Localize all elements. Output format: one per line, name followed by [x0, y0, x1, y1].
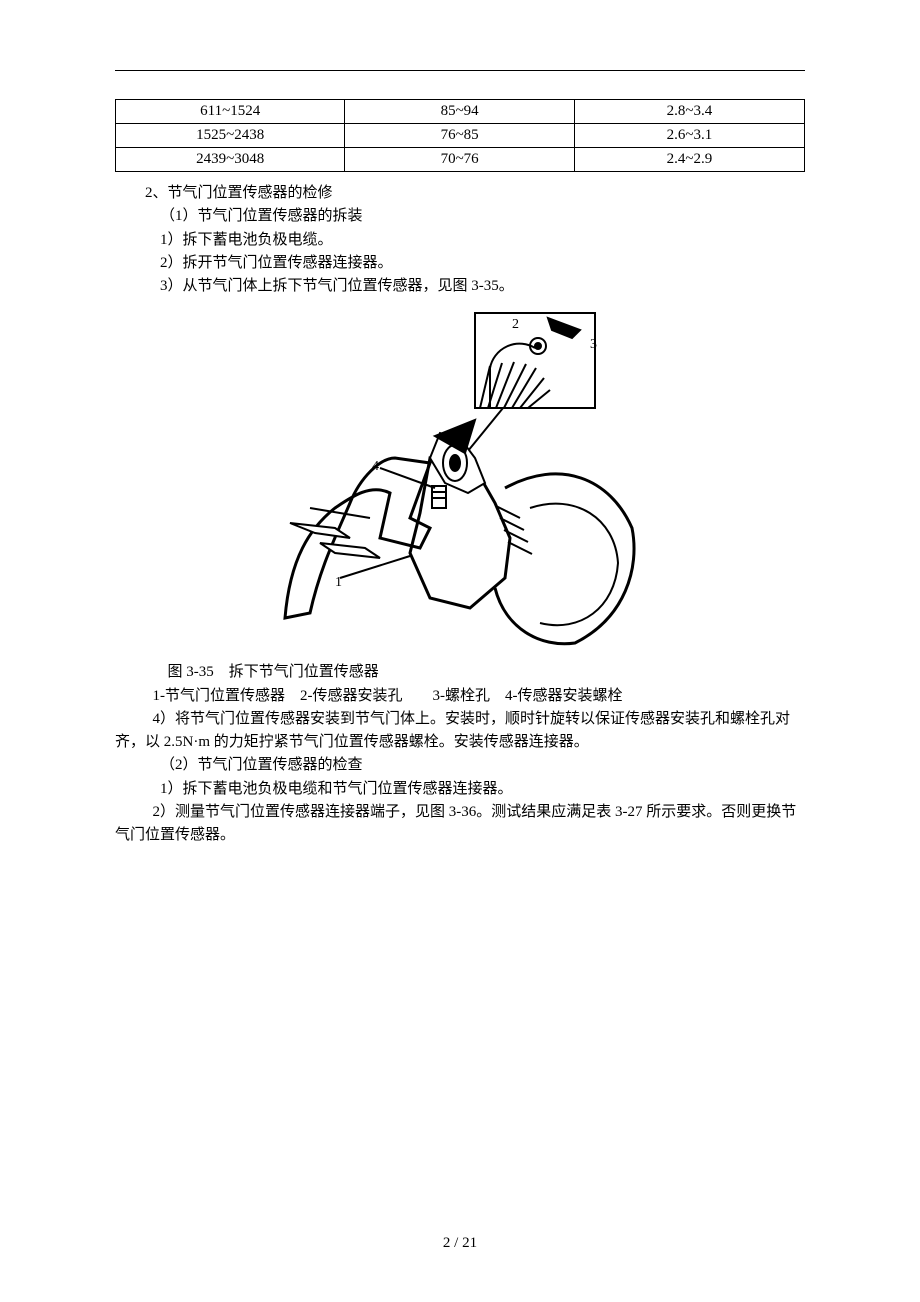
section-heading-2: 2、节气门位置传感器的检修: [115, 182, 805, 205]
table-cell: 2.6~3.1: [574, 124, 804, 148]
subsection-1: （1）节气门位置传感器的拆装: [115, 205, 805, 228]
table-cell: 70~76: [345, 148, 574, 172]
page-number: 2 / 21: [0, 1235, 920, 1252]
table-row: 2439~3048 70~76 2.4~2.9: [116, 148, 805, 172]
table-cell: 1525~2438: [116, 124, 345, 148]
page-top-divider: [115, 70, 805, 71]
table-cell: 611~1524: [116, 100, 345, 124]
throttle-sensor-diagram: 1 2 3 4: [280, 308, 640, 648]
callout-4-label: 4: [372, 459, 379, 474]
callout-2-label: 2: [512, 317, 519, 332]
table-row: 611~1524 85~94 2.8~3.4: [116, 100, 805, 124]
table-cell: 2439~3048: [116, 148, 345, 172]
step-3: 3）从节气门体上拆下节气门位置传感器，见图 3-35。: [115, 275, 805, 298]
check-step-1: 1）拆下蓄电池负极电缆和节气门位置传感器连接器。: [115, 778, 805, 801]
table-row: 1525~2438 76~85 2.6~3.1: [116, 124, 805, 148]
table-cell: 2.4~2.9: [574, 148, 804, 172]
callout-1-label: 1: [335, 575, 342, 590]
check-step-2: 2）测量节气门位置传感器连接器端子，见图 3-36。测试结果应满足表 3-27 …: [115, 801, 805, 848]
subsection-2: （2）节气门位置传感器的检查: [115, 754, 805, 777]
step-1: 1）拆下蓄电池负极电缆。: [115, 229, 805, 252]
figure-legend: 1-节气门位置传感器 2-传感器安装孔 3-螺栓孔 4-传感器安装螺栓: [115, 685, 805, 708]
table-cell: 76~85: [345, 124, 574, 148]
figure-caption: 图 3-35 拆下节气门位置传感器: [115, 661, 805, 684]
callout-3-label: 3: [590, 337, 597, 352]
figure-3-35: 1 2 3 4: [115, 308, 805, 653]
step-2: 2）拆开节气门位置传感器连接器。: [115, 252, 805, 275]
spec-table: 611~1524 85~94 2.8~3.4 1525~2438 76~85 2…: [115, 99, 805, 172]
table-cell: 85~94: [345, 100, 574, 124]
step-4: 4）将节气门位置传感器安装到节气门体上。安装时，顺时针旋转以保证传感器安装孔和螺…: [115, 708, 805, 755]
table-cell: 2.8~3.4: [574, 100, 804, 124]
